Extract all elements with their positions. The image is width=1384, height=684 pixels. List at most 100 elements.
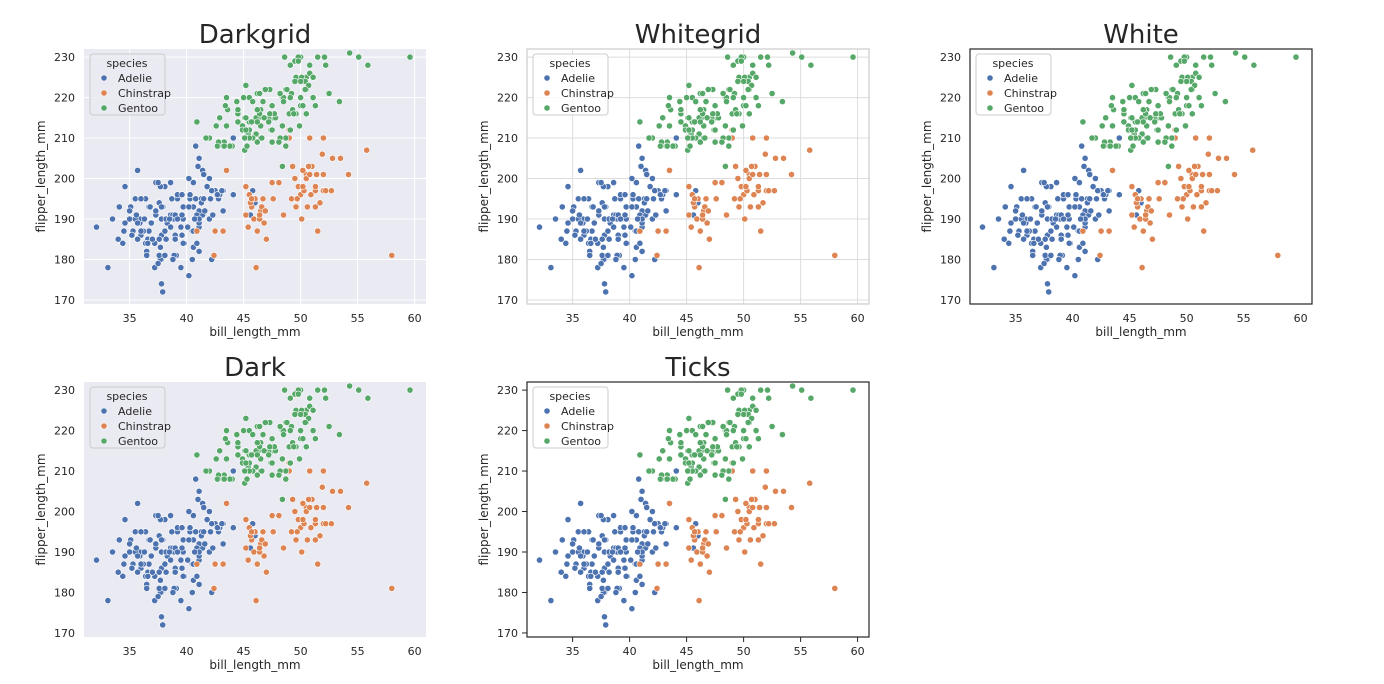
data-point-adelie: [137, 560, 145, 568]
data-point-adelie: [1094, 187, 1102, 195]
data-point-gentoo: [1139, 118, 1147, 126]
data-point-gentoo: [314, 53, 322, 61]
data-point-adelie: [158, 613, 165, 621]
data-point-adelie: [1023, 227, 1031, 235]
y-tick-label: 200: [497, 173, 518, 186]
data-point-adelie: [563, 560, 571, 568]
data-point-adelie: [184, 223, 192, 231]
data-point-gentoo: [711, 138, 719, 146]
data-point-gentoo: [1198, 102, 1205, 110]
data-point-gentoo: [685, 114, 693, 122]
data-point-chinstrap: [345, 171, 352, 178]
chart-title: Ticks: [664, 353, 730, 383]
data-point-gentoo: [666, 94, 673, 101]
data-point-chinstrap: [363, 479, 371, 487]
data-point-gentoo: [684, 467, 692, 475]
data-point-adelie: [185, 175, 193, 182]
data-point-gentoo: [297, 94, 304, 101]
data-point-adelie: [1053, 179, 1060, 186]
data-point-gentoo: [1120, 118, 1128, 126]
data-point-gentoo: [223, 122, 230, 130]
data-point-adelie: [1074, 256, 1082, 263]
x-tick-label: 40: [1066, 312, 1080, 325]
data-point-adelie: [1006, 227, 1014, 235]
data-point-adelie: [200, 504, 208, 511]
data-point-adelie: [200, 195, 208, 203]
data-point-chinstrap: [765, 520, 773, 528]
data-point-adelie: [584, 548, 591, 556]
legend-marker-chinstrap: [986, 89, 994, 97]
data-point-gentoo: [722, 162, 729, 170]
data-point-chinstrap: [703, 219, 711, 227]
data-point-adelie: [604, 585, 612, 592]
data-point-adelie: [1038, 207, 1046, 215]
data-point-chinstrap: [322, 520, 330, 528]
data-point-gentoo: [286, 61, 294, 69]
data-point-gentoo: [1185, 102, 1193, 110]
data-point-adelie: [1064, 211, 1072, 219]
data-point-chinstrap: [750, 191, 758, 199]
data-point-gentoo: [276, 423, 284, 430]
data-point-gentoo: [1241, 53, 1249, 61]
data-point-chinstrap: [280, 544, 287, 552]
data-point-chinstrap: [748, 162, 755, 170]
data-point-adelie: [194, 162, 202, 170]
data-point-gentoo: [297, 427, 304, 434]
data-point-gentoo: [301, 86, 309, 93]
data-point-chinstrap: [1174, 195, 1181, 203]
data-point-chinstrap: [696, 227, 704, 235]
data-point-gentoo: [268, 126, 276, 134]
y-tick-label: 190: [497, 546, 518, 559]
data-point-adelie: [159, 288, 167, 296]
data-point-adelie: [672, 524, 680, 532]
data-point-gentoo: [755, 102, 762, 110]
data-point-adelie: [577, 166, 584, 174]
panel-white: 35 40 45 50 55 60 170 180 190 200 210 220 230 bill_le…: [920, 20, 1313, 339]
data-point-chinstrap: [363, 146, 371, 154]
data-point-adelie: [191, 548, 198, 556]
data-point-gentoo: [321, 386, 328, 394]
data-point-gentoo: [798, 386, 806, 394]
data-point-gentoo: [734, 78, 742, 85]
data-point-adelie: [200, 528, 208, 536]
data-point-chinstrap: [242, 211, 250, 219]
data-point-chinstrap: [696, 560, 704, 568]
data-point-chinstrap: [711, 512, 719, 519]
data-point-chinstrap: [1177, 175, 1185, 182]
data-point-adelie: [229, 191, 237, 199]
data-point-gentoo: [1127, 134, 1135, 142]
data-point-adelie: [576, 544, 583, 552]
data-point-gentoo: [364, 61, 372, 69]
data-point-gentoo: [406, 386, 414, 394]
data-point-chinstrap: [1109, 166, 1116, 174]
data-point-gentoo: [1120, 106, 1128, 114]
data-point-adelie: [169, 589, 177, 596]
data-point-adelie: [158, 280, 165, 288]
data-point-chinstrap: [311, 516, 319, 523]
data-point-adelie: [622, 572, 630, 580]
data-point-chinstrap: [780, 154, 787, 162]
data-point-chinstrap: [1128, 211, 1136, 219]
data-point-chinstrap: [345, 504, 352, 511]
legend: species Adelie Chinstrap Gentoo: [89, 386, 171, 449]
data-point-adelie: [119, 572, 127, 580]
data-point-gentoo: [665, 435, 672, 443]
data-point-adelie: [651, 520, 659, 528]
data-point-adelie: [128, 231, 136, 239]
data-point-chinstrap: [734, 508, 742, 515]
data-point-adelie: [119, 239, 127, 247]
data-point-gentoo: [266, 443, 274, 451]
data-point-chinstrap: [1079, 227, 1087, 235]
data-point-adelie: [646, 183, 654, 190]
data-point-adelie: [595, 207, 603, 215]
data-point-adelie: [218, 520, 226, 528]
data-point-adelie: [177, 597, 185, 604]
data-point-gentoo: [691, 451, 698, 459]
data-point-gentoo: [729, 126, 737, 134]
data-point-chinstrap: [1223, 154, 1230, 162]
data-point-gentoo: [779, 431, 786, 438]
data-point-gentoo: [280, 431, 287, 438]
legend-label-chinstrap: Chinstrap: [1004, 87, 1057, 100]
data-point-adelie: [156, 576, 164, 584]
data-point-chinstrap: [763, 504, 770, 511]
